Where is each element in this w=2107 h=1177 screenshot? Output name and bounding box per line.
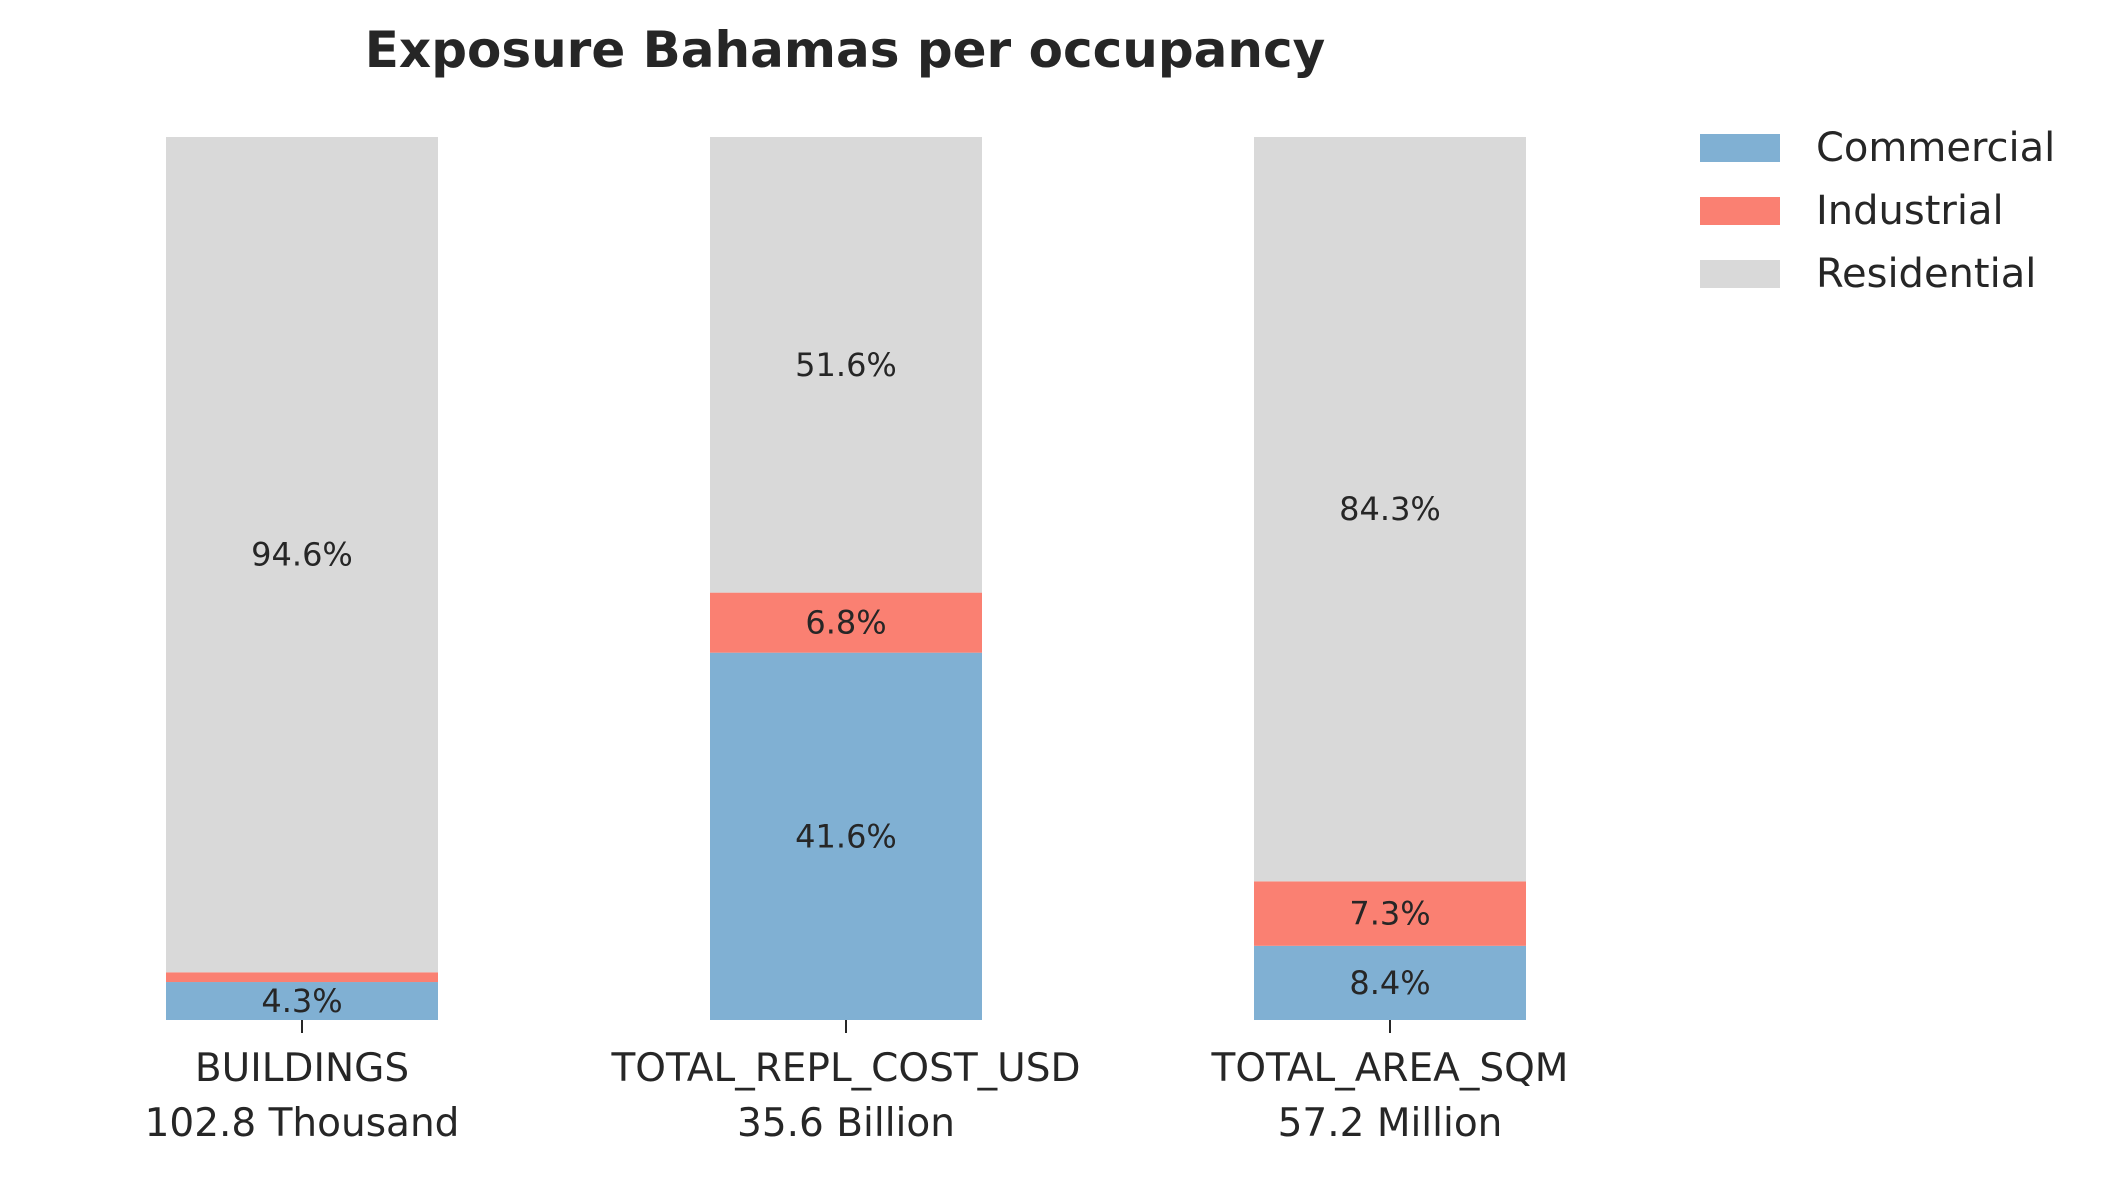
bar-residential-total_repl_cost_usd [710, 137, 982, 593]
legend-label-industrial: Industrial [1816, 188, 2004, 234]
bar-commercial-buildings [166, 982, 438, 1020]
x-tick-label: TOTAL_AREA_SQM [1211, 1046, 1569, 1091]
data-label: 94.6% [251, 536, 353, 574]
data-label: 8.4% [1349, 964, 1430, 1002]
bar-residential-total_area_sqm [1254, 137, 1526, 882]
x-tick-total-label: 57.2 Million [1278, 1101, 1503, 1146]
data-label: 51.6% [795, 346, 897, 384]
bar-industrial-total_repl_cost_usd [710, 592, 982, 653]
data-label: 4.3% [261, 982, 342, 1020]
bar-commercial-total_repl_cost_usd [710, 652, 982, 1020]
legend-label-residential: Residential [1816, 251, 2036, 297]
data-label: 6.8% [805, 604, 886, 642]
x-tick-total-label: 102.8 Thousand [145, 1101, 460, 1146]
data-label: 41.6% [795, 817, 897, 855]
bar-residential-buildings [166, 137, 438, 973]
bar-industrial-total_area_sqm [1254, 881, 1526, 946]
x-tick-label: TOTAL_REPL_COST_USD [610, 1046, 1080, 1091]
bar-industrial-buildings [166, 972, 438, 983]
x-tick-total-label: 35.6 Billion [737, 1101, 955, 1146]
bars-layer: 4.3% 94.6% 41.6% 6.8% 51.6% 8.4% 7.3% 84.3% [166, 137, 1526, 1020]
x-axis: BUILDINGS 102.8 Thousand TOTAL_REPL_COST_U… [145, 1020, 1569, 1146]
legend-swatch-commercial [1700, 134, 1780, 162]
legend-swatch-industrial [1700, 197, 1780, 225]
x-tick-label: BUILDINGS [195, 1046, 409, 1091]
chart-title: Exposure Bahamas per occupancy [365, 21, 1325, 79]
legend-swatch-residential [1700, 260, 1780, 288]
data-label: 84.3% [1339, 490, 1441, 528]
legend: Commercial Industrial Residential [1700, 125, 2055, 297]
legend-label-commercial: Commercial [1816, 125, 2055, 171]
bar-commercial-total_area_sqm [1254, 945, 1526, 1020]
data-label: 7.3% [1349, 895, 1430, 933]
